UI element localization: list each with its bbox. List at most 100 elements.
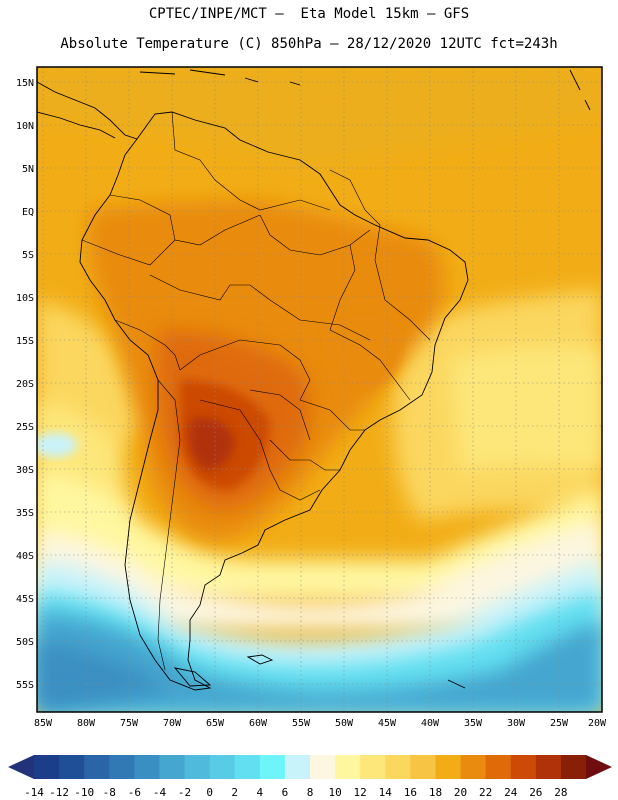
colorbar-cell: [560, 755, 587, 779]
lat-label: 15N: [16, 78, 34, 89]
colorbar-label: -2: [178, 786, 191, 799]
lon-label: 65W: [206, 718, 225, 729]
lon-label: 45W: [378, 718, 397, 729]
south-georgia: [447, 679, 466, 689]
lat-label: 25S: [16, 422, 34, 433]
lon-label: 70W: [163, 718, 182, 729]
temperature-field: [37, 67, 602, 712]
colorbar: -14 -12 -10 -8 -6 -4 -2 0 2 4 6 8 10 12 14 16 18 20 22 24 26…: [8, 755, 612, 799]
lat-axis: 15N 10N 5N EQ 5S 10S 15S 20S 25S 30S 35S…: [16, 78, 34, 691]
colorbar-cell: [310, 755, 336, 779]
lon-label: 30W: [507, 718, 526, 729]
colorbar-label: 4: [257, 786, 264, 799]
lon-label: 80W: [77, 718, 96, 729]
colorbar-label: 12: [354, 786, 367, 799]
lat-label: 10N: [16, 121, 34, 132]
coastlines: [37, 69, 591, 691]
lon-axis: 85W 80W 75W 70W 65W 60W 55W 50W 45W 40W …: [34, 718, 607, 729]
lon-label: 40W: [421, 718, 440, 729]
colorbar-label: 22: [479, 786, 492, 799]
lat-label: 15S: [16, 336, 34, 347]
lat-label: 45S: [16, 594, 34, 605]
field-blue: [37, 610, 602, 712]
colorbar-cell: [59, 755, 85, 779]
lat-label: 40S: [16, 551, 34, 562]
colorbar-label: -12: [49, 786, 69, 799]
colorbar-label: -4: [153, 786, 167, 799]
colorbar-label: -10: [74, 786, 94, 799]
lat-label: 55S: [16, 680, 34, 691]
lon-label: 25W: [550, 718, 569, 729]
country-borders: [81, 111, 431, 671]
colorbar-label: 0: [206, 786, 213, 799]
caribbean-islands: [139, 69, 591, 111]
colorbar-label: 16: [404, 786, 417, 799]
colorbar-cell: [159, 755, 186, 779]
map-title-line1: CPTEC/INPE/MCT – Eta Model 15km – GFS: [148, 6, 470, 22]
lat-label: 30S: [16, 465, 34, 476]
field-cold-patch: [37, 433, 77, 457]
colorbar-cell: [259, 755, 286, 779]
colorbar-cell: [435, 755, 462, 779]
colorbar-label: 10: [328, 786, 341, 799]
colorbar-cell: [234, 755, 261, 779]
colorbar-label: 6: [282, 786, 289, 799]
lat-label: 10S: [16, 293, 34, 304]
lon-label: 60W: [249, 718, 268, 729]
colorbar-cell: [335, 755, 361, 779]
colorbar-label: 24: [504, 786, 518, 799]
lon-label: 85W: [34, 718, 53, 729]
field-south-yellow: [37, 470, 602, 600]
lon-label: 35W: [464, 718, 483, 729]
south-america-coast: [79, 111, 469, 691]
colorbar-cell: [134, 755, 160, 779]
lat-label: 35S: [16, 508, 34, 519]
colorbar-cell: [284, 755, 311, 779]
colorbar-over-arrow: [586, 755, 612, 779]
colorbar-label: -8: [103, 786, 116, 799]
lon-label: 20W: [588, 718, 607, 729]
lat-label: 50S: [16, 637, 34, 648]
lat-label: 20S: [16, 379, 34, 390]
colorbar-cell: [410, 755, 436, 779]
lon-label: 50W: [335, 718, 354, 729]
colorbar-under-arrow: [8, 755, 34, 779]
field-south-cream: [37, 520, 602, 630]
lon-label: 75W: [120, 718, 139, 729]
field-land-hottest: [189, 417, 235, 470]
colorbar-cell: [485, 755, 512, 779]
field-east-light: [450, 346, 602, 470]
colorbar-cell: [360, 755, 386, 779]
lon-label: 55W: [292, 718, 311, 729]
lat-label: EQ: [22, 207, 34, 218]
colorbar-label: 14: [379, 786, 393, 799]
falklands: [246, 654, 274, 665]
colorbar-label: 28: [554, 786, 567, 799]
colorbar-cell: [184, 755, 211, 779]
colorbar-cell: [460, 755, 487, 779]
colorbar-label: 8: [307, 786, 314, 799]
field-blue-dark: [37, 640, 170, 712]
colorbar-label: -6: [128, 786, 141, 799]
central-america-coast: [37, 81, 138, 140]
field-north: [37, 67, 602, 170]
plot-frame: [36, 66, 603, 713]
colorbar-cell: [510, 755, 537, 779]
colorbar-label: 20: [454, 786, 467, 799]
field-land-east-warm: [320, 315, 402, 390]
colorbar-label: -14: [24, 786, 44, 799]
colorbar-cell: [535, 755, 562, 779]
colorbar-label: 26: [529, 786, 542, 799]
colorbar-label: 2: [231, 786, 238, 799]
lat-label: 5S: [22, 250, 34, 261]
colorbar-label: 18: [429, 786, 442, 799]
map-title-line2: Absolute Temperature (C) 850hPa – 28/12/…: [60, 36, 558, 52]
colorbar-cell: [34, 755, 60, 779]
lat-label: 5N: [22, 164, 34, 175]
colorbar-cell: [84, 755, 110, 779]
tierra-del-fuego: [173, 667, 212, 687]
colorbar-cell: [385, 755, 411, 779]
colorbar-cell: [109, 755, 135, 779]
colorbar-cell: [209, 755, 236, 779]
